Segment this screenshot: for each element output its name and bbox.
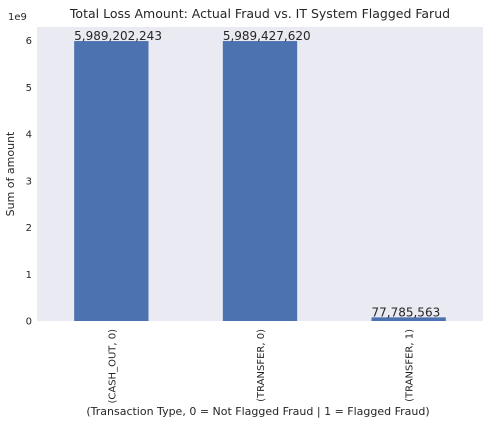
y-tick-label: 6 <box>26 36 32 47</box>
data-labels-group: 5,989,202,243 5,989,427,620 77,785,563 <box>74 29 440 319</box>
x-tick-labels: (CASH_OUT, 0) (TRANSFER, 0) (TRANSFER, 1) <box>107 329 415 404</box>
bar-data-label: 5,989,427,620 <box>223 29 311 43</box>
bar <box>222 41 298 322</box>
bar-data-label: 77,785,563 <box>372 305 441 319</box>
x-tick-label: (TRANSFER, 1) <box>405 329 416 402</box>
bar-data-label: 5,989,202,243 <box>74 29 162 43</box>
chart-title: Total Loss Amount: Actual Fraud vs. IT S… <box>69 6 450 21</box>
bar <box>371 317 446 321</box>
y-tick-label: 5 <box>26 83 32 94</box>
y-tick-label: 3 <box>26 176 32 187</box>
y-multiplier-label: 1e9 <box>8 12 27 23</box>
x-axis-label: (Transaction Type, 0 = Not Flagged Fraud… <box>86 405 429 418</box>
x-tick-label: (CASH_OUT, 0) <box>107 329 118 404</box>
y-tick-label: 2 <box>26 223 32 234</box>
y-tick-label: 0 <box>26 317 32 328</box>
y-tick-label: 4 <box>26 130 32 141</box>
y-tick-labels: 0 1 2 3 4 5 6 <box>26 36 32 327</box>
y-tick-label: 1 <box>26 270 32 281</box>
x-tick-label: (TRANSFER, 0) <box>256 329 267 402</box>
y-axis-label: Sum of amount <box>4 131 17 216</box>
bar <box>74 41 149 322</box>
bars-group <box>74 41 446 322</box>
